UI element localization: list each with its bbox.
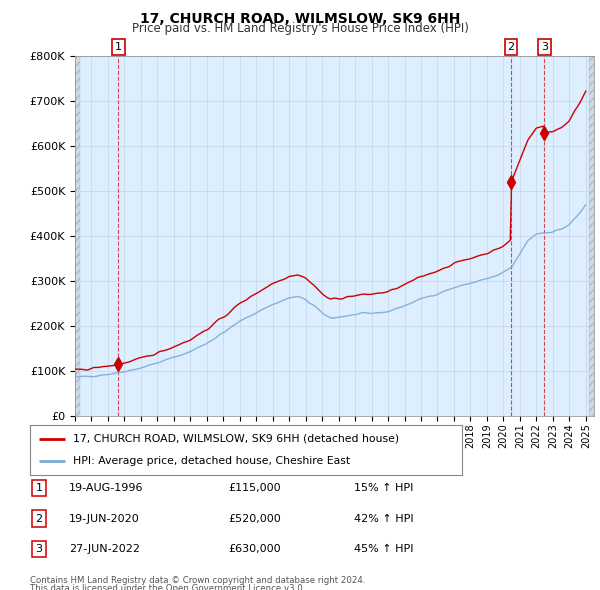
Text: 2: 2: [35, 514, 43, 523]
Bar: [75, 56, 80, 416]
Text: 3: 3: [35, 545, 43, 554]
Text: 17, CHURCH ROAD, WILMSLOW, SK9 6HH (detached house): 17, CHURCH ROAD, WILMSLOW, SK9 6HH (deta…: [73, 434, 400, 444]
Text: 45% ↑ HPI: 45% ↑ HPI: [354, 545, 413, 554]
Text: Price paid vs. HM Land Registry's House Price Index (HPI): Price paid vs. HM Land Registry's House …: [131, 22, 469, 35]
Text: 42% ↑ HPI: 42% ↑ HPI: [354, 514, 413, 523]
Text: 3: 3: [541, 42, 548, 52]
Text: This data is licensed under the Open Government Licence v3.0.: This data is licensed under the Open Gov…: [30, 584, 305, 590]
Text: 27-JUN-2022: 27-JUN-2022: [69, 545, 140, 554]
Text: £115,000: £115,000: [228, 483, 281, 493]
Text: 2: 2: [508, 42, 515, 52]
Text: Contains HM Land Registry data © Crown copyright and database right 2024.: Contains HM Land Registry data © Crown c…: [30, 576, 365, 585]
Text: 15% ↑ HPI: 15% ↑ HPI: [354, 483, 413, 493]
Text: £630,000: £630,000: [228, 545, 281, 554]
Text: 17, CHURCH ROAD, WILMSLOW, SK9 6HH: 17, CHURCH ROAD, WILMSLOW, SK9 6HH: [140, 12, 460, 26]
Bar: [75, 56, 76, 416]
Text: £520,000: £520,000: [228, 514, 281, 523]
Text: 19-AUG-1996: 19-AUG-1996: [69, 483, 143, 493]
Text: 1: 1: [115, 42, 122, 52]
Text: 19-JUN-2020: 19-JUN-2020: [69, 514, 140, 523]
Bar: [589, 56, 594, 416]
Text: 1: 1: [35, 483, 43, 493]
Text: HPI: Average price, detached house, Cheshire East: HPI: Average price, detached house, Ches…: [73, 456, 350, 466]
